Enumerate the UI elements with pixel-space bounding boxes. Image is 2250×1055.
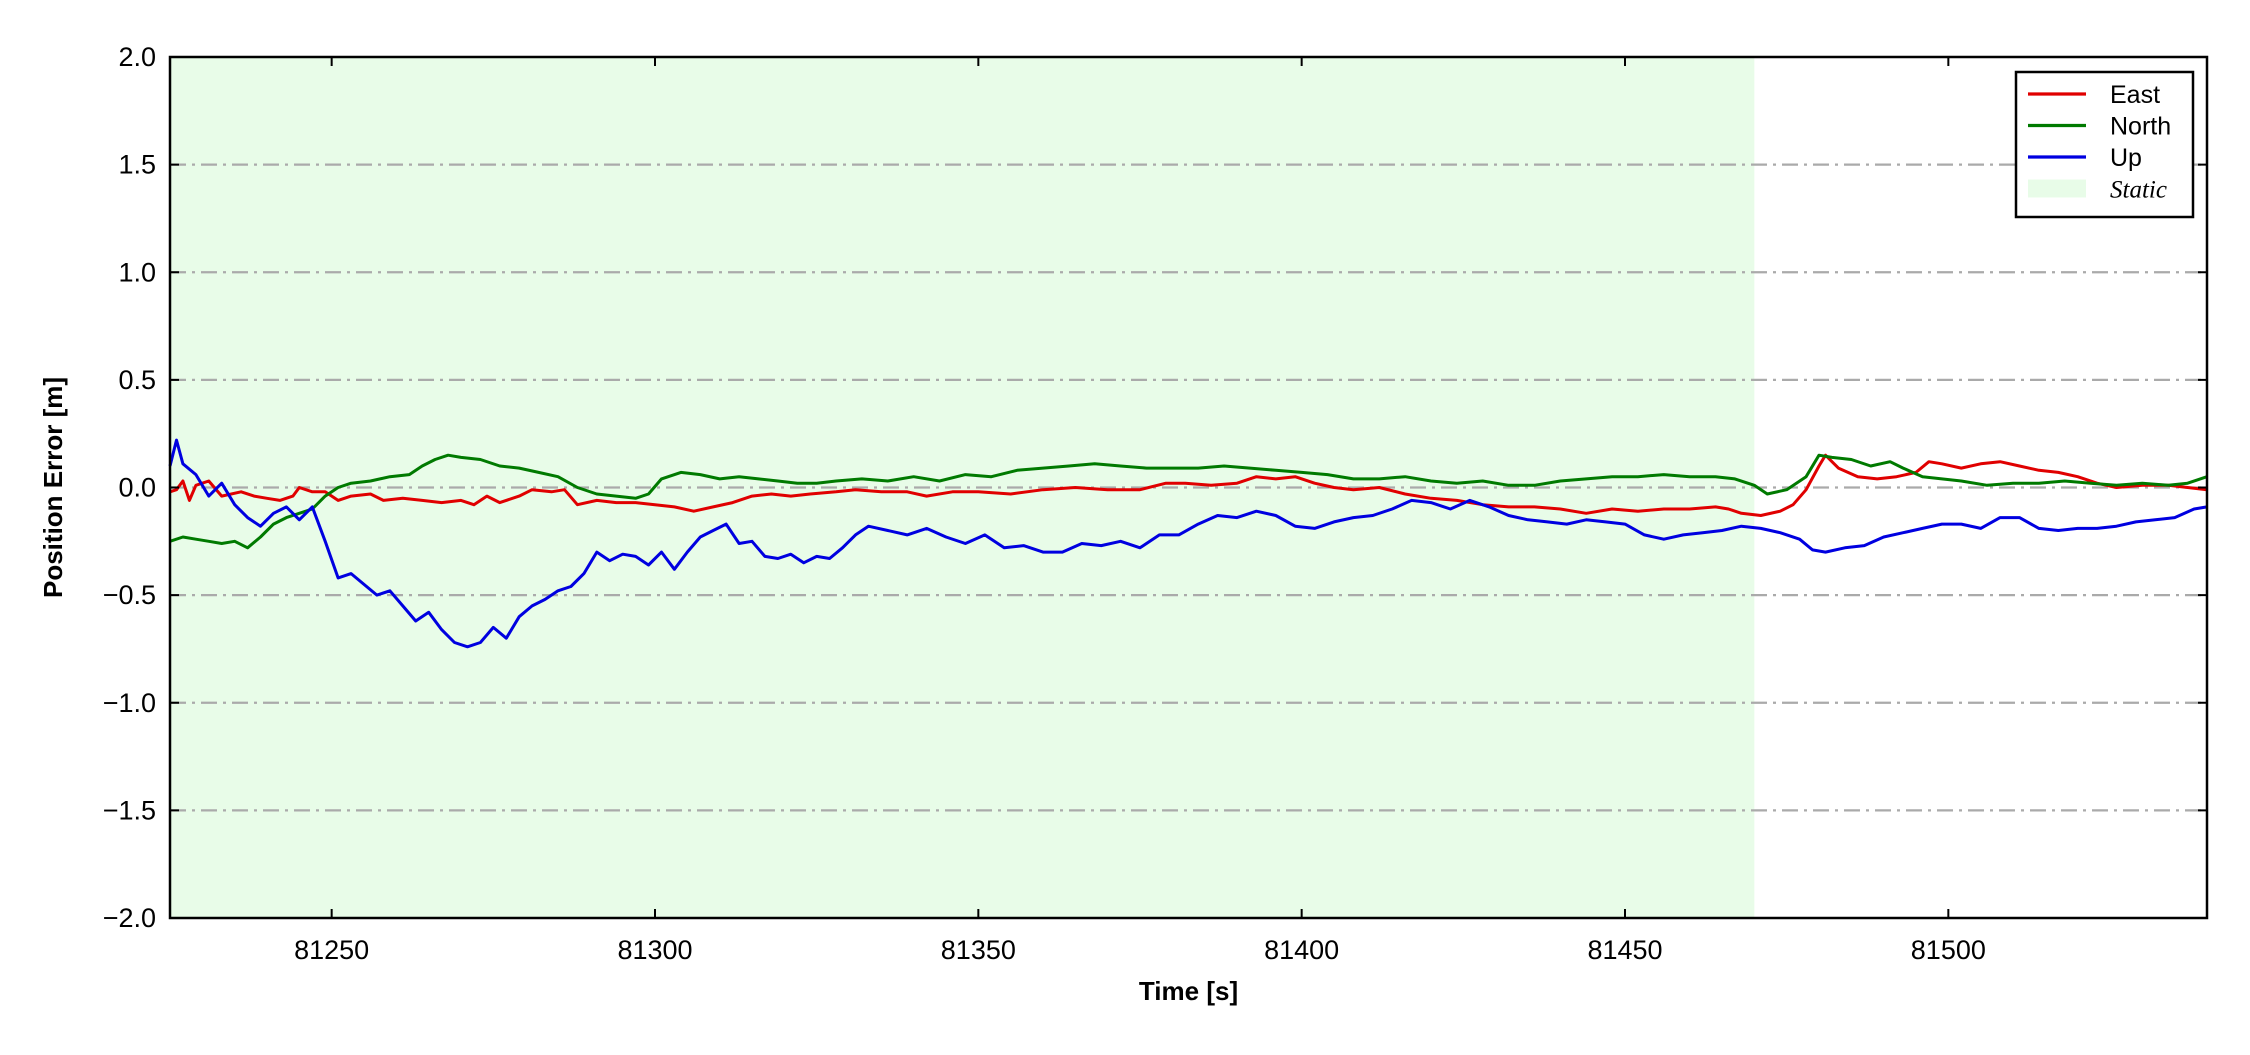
x-tick-label: 81500 — [1911, 935, 1986, 965]
x-tick-label: 81350 — [941, 935, 1016, 965]
y-tick-label: 0.0 — [118, 473, 156, 503]
series-line-north — [169, 453, 2208, 550]
series-line-east — [169, 453, 2208, 517]
y-tick-label: −1.0 — [103, 688, 156, 718]
y-tick-label: 1.5 — [118, 150, 156, 180]
series-line-up — [168, 438, 2208, 649]
x-tick-label: 81400 — [1264, 935, 1339, 965]
legend-label-north: North — [2110, 113, 2171, 141]
series-lines — [168, 438, 2208, 649]
y-tick-label: −0.5 — [103, 580, 156, 610]
legend: East North Up Static — [2014, 70, 2195, 219]
static-region — [170, 57, 1755, 918]
y-tick-label: −2.0 — [103, 903, 156, 933]
y-tick-label: 0.5 — [118, 365, 156, 395]
legend-label-east: East — [2110, 81, 2160, 109]
grid-lines — [170, 163, 2207, 812]
y-tick-label: 1.0 — [118, 257, 156, 287]
y-tick-label: −1.5 — [103, 795, 156, 825]
legend-swatch-static — [2028, 179, 2086, 198]
legend-label-up: Up — [2110, 144, 2142, 172]
axis-ticks: −2.0 −1.5 −1.0 −0.5 0.0 0.5 1.0 1.5 2.0 81250 8130… — [103, 42, 2207, 965]
x-tick-label: 81450 — [1587, 935, 1662, 965]
legend-items: East North Up Static — [2028, 81, 2171, 204]
legend-label-static: Static — [2110, 177, 2167, 204]
y-axis-title: Position Error [m] — [38, 377, 68, 598]
x-tick-label: 81300 — [617, 935, 692, 965]
x-tick-label: 81250 — [294, 935, 369, 965]
y-tick-label: 2.0 — [118, 42, 156, 72]
x-axis-title: Time [s] — [1139, 976, 1238, 1006]
